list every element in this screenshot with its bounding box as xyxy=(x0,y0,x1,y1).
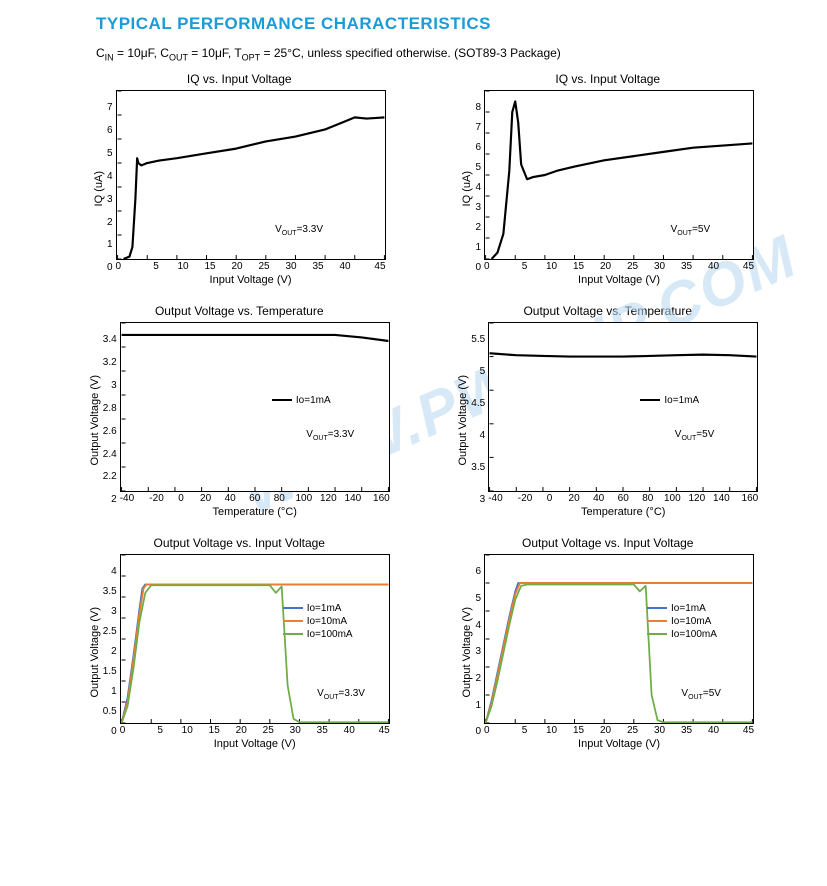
chart-annotation: VOUT=5V xyxy=(679,688,723,701)
chart-annotation: VOUT=3.3V xyxy=(304,429,356,442)
y-axis-label: IQ (uA) xyxy=(93,171,105,206)
plot-area: VOUT=5V Io=1mAIo=10mAIo=100mA xyxy=(484,554,754,724)
y-axis-label: Output Voltage (V) xyxy=(457,375,469,466)
chart-vout-vin-5: Output Voltage vs. Input Voltage Output V… xyxy=(429,536,788,750)
chart-legend: Io=1mA xyxy=(272,395,331,408)
y-axis-label: IQ (uA) xyxy=(461,171,473,206)
y-ticks: 5.554.543.53 xyxy=(471,335,485,505)
x-axis-label: Temperature (°C) xyxy=(488,506,758,518)
chart-title: IQ vs. Input Voltage xyxy=(187,72,292,86)
y-ticks: 876543210 xyxy=(475,103,481,273)
chart-title: Output Voltage vs. Temperature xyxy=(523,304,692,318)
x-ticks: 051015202530354045 xyxy=(484,262,754,272)
y-ticks: 76543210 xyxy=(107,103,113,273)
chart-title: Output Voltage vs. Input Voltage xyxy=(522,536,693,550)
chart-title: Output Voltage vs. Input Voltage xyxy=(154,536,325,550)
chart-legend: Io=1mAIo=10mAIo=100mA xyxy=(647,603,717,642)
chart-title: IQ vs. Input Voltage xyxy=(555,72,660,86)
chart-legend: Io=1mAIo=10mAIo=100mA xyxy=(283,603,353,642)
x-ticks: 051015202530354045 xyxy=(116,262,386,272)
y-ticks: 3.43.232.82.62.42.22 xyxy=(103,335,117,505)
test-conditions: CIN = 10μF, COUT = 10μF, TOPT = 25°C, un… xyxy=(0,42,827,72)
plot-area: VOUT=3.3V Io=1mAIo=10mAIo=100mA xyxy=(120,554,390,724)
y-axis-label: Output Voltage (V) xyxy=(89,375,101,466)
x-ticks: -40-20020406080100120140160 xyxy=(120,494,390,504)
x-axis-label: Input Voltage (V) xyxy=(116,274,386,286)
y-axis-label: Output Voltage (V) xyxy=(89,607,101,698)
chart-vout-vin-33: Output Voltage vs. Input Voltage Output V… xyxy=(60,536,419,750)
x-ticks: 051015202530354045 xyxy=(484,726,754,736)
chart-grid: IQ vs. Input VoltageIQ (uA)76543210VOUT=… xyxy=(0,72,827,750)
x-ticks: -40-20020406080100120140160 xyxy=(488,494,758,504)
y-ticks: 6543210 xyxy=(475,567,481,737)
chart-vout-temp-33: Output Voltage vs. Temperature Output Vol… xyxy=(60,304,419,518)
chart-annotation: VOUT=3.3V xyxy=(315,688,367,701)
chart-iq-vin-5: IQ vs. Input Voltage IQ (uA)876543210 VOUT… xyxy=(429,72,788,286)
page-title: TYPICAL PERFORMANCE CHARACTERISTICS xyxy=(0,0,827,42)
plot-area: VOUT=3.3V xyxy=(116,90,386,260)
x-axis-label: Input Voltage (V) xyxy=(484,274,754,286)
x-axis-label: Input Voltage (V) xyxy=(120,738,390,750)
chart-iq-vin-33: IQ vs. Input Voltage IQ (uA)76543210 VOUT=… xyxy=(60,72,419,286)
plot-area: VOUT=5V Io=1mA xyxy=(488,322,758,492)
y-ticks: 43.532.521.510.50 xyxy=(103,567,117,737)
chart-annotation: VOUT=3.3V xyxy=(273,224,325,237)
x-ticks: 051015202530354045 xyxy=(120,726,390,736)
chart-annotation: VOUT=5V xyxy=(669,224,713,237)
plot-area: VOUT=3.3V Io=1mA xyxy=(120,322,390,492)
chart-annotation: VOUT=5V xyxy=(673,429,717,442)
plot-area: VOUT=5V xyxy=(484,90,754,260)
x-axis-label: Temperature (°C) xyxy=(120,506,390,518)
chart-title: Output Voltage vs. Temperature xyxy=(155,304,324,318)
x-axis-label: Input Voltage (V) xyxy=(484,738,754,750)
y-axis-label: Output Voltage (V) xyxy=(461,607,473,698)
chart-legend: Io=1mA xyxy=(640,395,699,408)
chart-vout-temp-5: Output Voltage vs. Temperature Output Vol… xyxy=(429,304,788,518)
